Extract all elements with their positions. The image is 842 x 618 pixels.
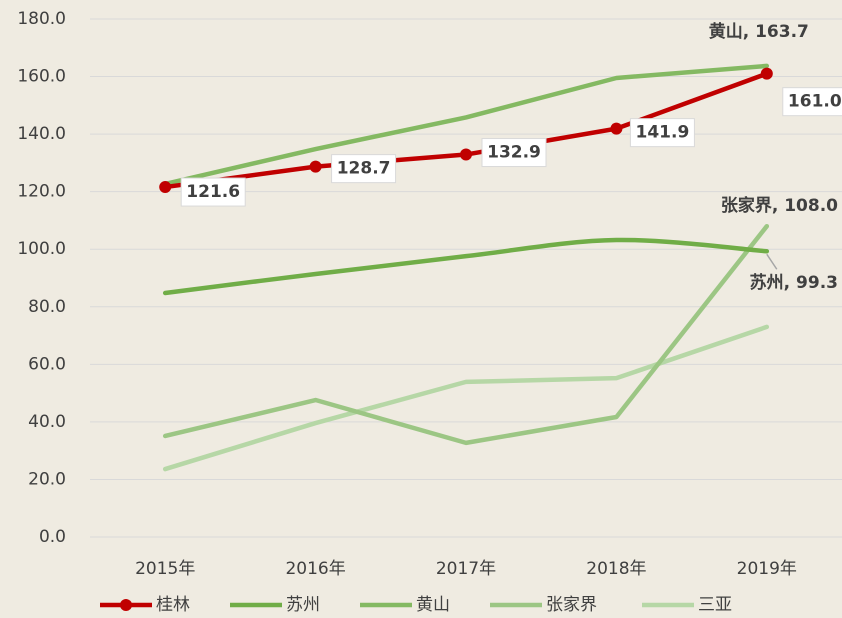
line (162, 223, 770, 446)
legend-label: 黄山 (416, 595, 450, 615)
x-tick-label: 2017年 (436, 559, 496, 579)
y-tick-label: 160.0 (17, 67, 66, 87)
line (162, 63, 770, 187)
y-tick-label: 0.0 (39, 527, 66, 547)
marker (760, 67, 773, 80)
y-tick-label: 100.0 (17, 239, 66, 259)
data-label: 128.7 (337, 159, 391, 179)
label-box (782, 87, 842, 117)
line (162, 237, 770, 296)
data-label: 161.0 (788, 92, 842, 112)
label-box (481, 138, 547, 168)
y-tick-label: 140.0 (17, 124, 66, 144)
x-tick-label: 2018年 (586, 559, 646, 579)
marker (610, 122, 623, 135)
legend-label: 苏州 (286, 595, 320, 615)
data-label: 黄山, 163.7 (709, 21, 809, 42)
y-tick-label: 60.0 (28, 354, 66, 374)
marker (460, 148, 472, 161)
label-box (180, 177, 246, 207)
line (162, 324, 770, 472)
label-box (629, 118, 695, 148)
legend-marker (120, 599, 132, 611)
y-tick-label: 120.0 (17, 182, 66, 202)
marker (159, 181, 172, 194)
data-label: 121.6 (186, 182, 240, 202)
marker (309, 160, 322, 173)
x-tick-label: 2015年 (135, 559, 195, 579)
x-tick-label: 2016年 (285, 559, 345, 579)
leader-line (766, 253, 778, 270)
data-label: 苏州, 99.3 (750, 272, 838, 293)
y-tick-label: 20.0 (28, 469, 66, 489)
y-tick-label: 80.0 (28, 297, 66, 317)
x-tick-label: 2019年 (737, 559, 797, 579)
label-box (331, 154, 397, 184)
legend-label: 张家界 (546, 595, 597, 615)
y-tick-label: 180.0 (17, 9, 66, 29)
data-label: 141.9 (636, 123, 690, 143)
data-label: 张家界, 108.0 (721, 195, 838, 216)
legend-label: 三亚 (698, 595, 732, 615)
data-label: 132.9 (487, 143, 541, 163)
y-tick-label: 40.0 (28, 412, 66, 432)
legend-label: 桂林 (156, 595, 190, 615)
